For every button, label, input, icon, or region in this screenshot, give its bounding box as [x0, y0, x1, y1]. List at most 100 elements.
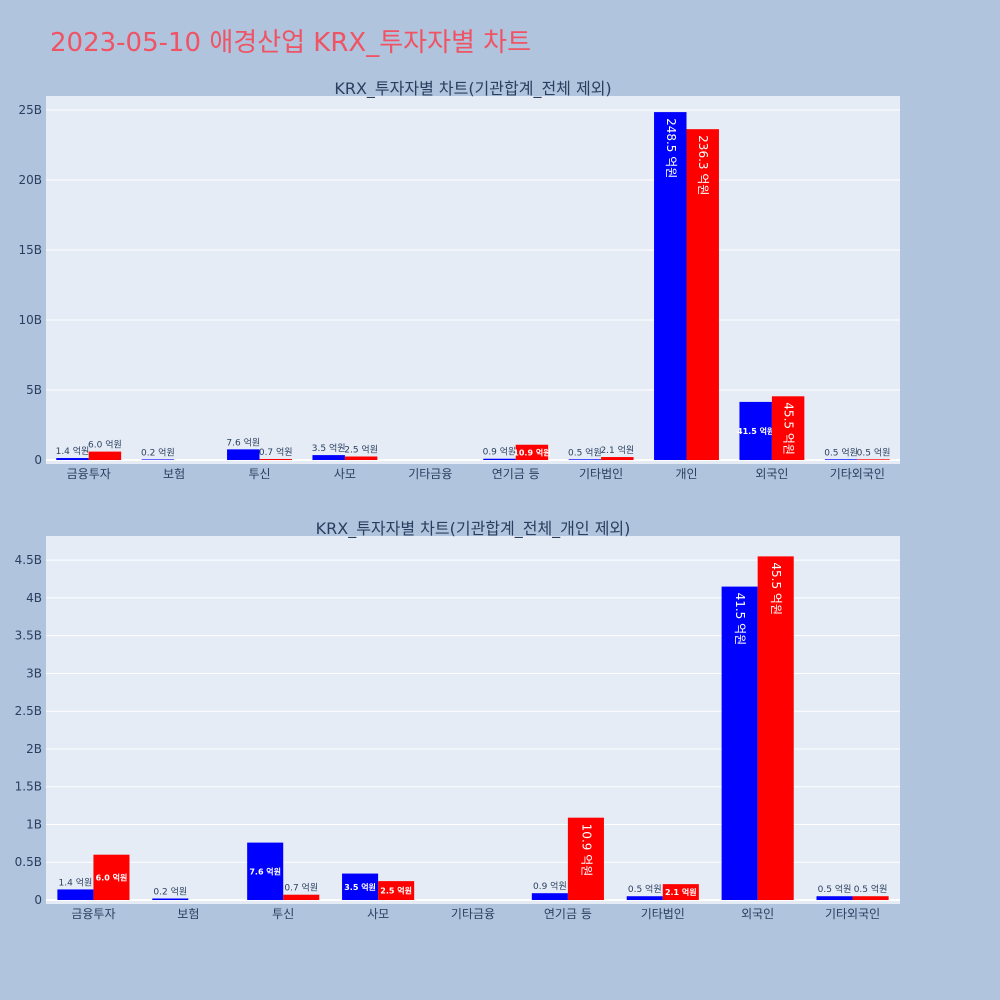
bar-sell — [227, 449, 260, 460]
data-label: 10.9 억원 — [513, 447, 550, 457]
chart-institution-individual-excluded: KRX_투자자별 차트(기관합계_전체_개인 제외) 0 0.5B 1B 1.5B 2B 2… — [15, 519, 900, 921]
y-tick-label: 25B — [18, 103, 42, 117]
y-tick-label: 15B — [18, 243, 42, 257]
data-label: 41.5 억원 — [733, 593, 747, 646]
x-tick-label: 보험 — [163, 467, 185, 481]
y-tick-label: 10B — [18, 313, 42, 327]
bar-sell — [247, 842, 284, 900]
bar-sell — [721, 586, 758, 900]
data-label: 0.5 억원 — [854, 883, 888, 895]
bar-sell — [626, 896, 663, 900]
y-tick-label: 4.5B — [15, 553, 42, 567]
x-tick-label: 개인 — [675, 467, 697, 481]
data-label: 0.5 억원 — [628, 883, 662, 895]
x-tick-label: 외국인 — [741, 907, 774, 921]
data-label: 0.5 억원 — [568, 446, 602, 458]
data-label: 6.0 억원 — [88, 439, 122, 451]
bar-sell — [312, 455, 345, 460]
bar-sell — [152, 898, 189, 900]
y-tick-label: 0 — [34, 453, 42, 467]
data-label: 0.7 억원 — [284, 882, 318, 894]
y-tick-label: 20B — [18, 173, 42, 187]
bar-sell — [568, 459, 602, 460]
data-label: 45.5 억원 — [769, 562, 783, 615]
bar-buy — [88, 451, 122, 460]
data-label: 3.5 억원 — [312, 442, 346, 454]
data-label: 45.5 억원 — [782, 402, 796, 455]
bar-buy — [686, 129, 719, 460]
x-tick-label: 기타금융 — [451, 907, 495, 921]
x-tick-label: 기타금융 — [408, 467, 452, 481]
bar-sell — [816, 896, 853, 900]
data-label: 0.2 억원 — [141, 446, 175, 458]
x-tick-label: 기타법인 — [641, 907, 685, 921]
x-tick-label: 금융투자 — [71, 907, 115, 921]
data-label: 1.4 억원 — [59, 876, 93, 888]
bar-buy — [662, 884, 699, 900]
y-tick-label: 0 — [34, 893, 42, 907]
bar-sell — [739, 401, 772, 460]
data-label: 0.5 억원 — [818, 883, 852, 895]
data-label: 7.6 억원 — [249, 866, 281, 876]
y-tick-label: 2B — [26, 742, 42, 756]
x-tick-label: 기타법인 — [579, 467, 623, 481]
y-tick-label: 2.5B — [15, 704, 42, 718]
data-label: 0.7 억원 — [259, 446, 293, 458]
data-label: 2.1 억원 — [665, 887, 697, 897]
bar-buy — [283, 894, 320, 900]
x-tick-label: 연기금 등 — [492, 467, 540, 481]
data-label: 6.0 억원 — [96, 872, 128, 882]
chart-title: KRX_투자자별 차트(기관합계_전체 제외) — [334, 79, 611, 99]
data-label: 7.6 억원 — [226, 436, 260, 448]
y-tick-label: 3.5B — [15, 629, 42, 643]
bar-buy — [259, 459, 292, 460]
bar-buy — [93, 854, 130, 900]
x-tick-label: 기타외국인 — [825, 907, 880, 921]
data-label: 10.9 억원 — [579, 824, 593, 877]
data-label: 3.5 억원 — [344, 882, 376, 892]
data-label: 0.5 억원 — [824, 446, 858, 458]
y-tick-label: 3B — [26, 666, 42, 680]
page-title: 2023-05-10 애경산업 KRX_투자자별 차트 — [50, 28, 532, 58]
x-tick-label: 기타외국인 — [830, 467, 885, 481]
y-tick-label: 1.5B — [15, 780, 42, 794]
data-label: 0.9 억원 — [483, 446, 517, 458]
bar-sell — [56, 458, 89, 460]
x-tick-label: 보험 — [177, 907, 199, 921]
bar-sell — [654, 112, 687, 460]
x-tick-label: 사모 — [334, 467, 356, 481]
chart-title: KRX_투자자별 차트(기관합계_전체_개인 제외) — [316, 519, 631, 539]
y-tick-label: 0.5B — [15, 855, 42, 869]
y-tick-label: 4B — [26, 591, 42, 605]
bar-buy — [378, 881, 415, 900]
y-tick-label: 1B — [26, 817, 42, 831]
bar-sell — [531, 893, 568, 900]
bar-buy — [857, 459, 890, 460]
bar-buy — [771, 396, 805, 460]
bar-buy — [601, 457, 634, 460]
chart-institution-excluded: KRX_투자자별 차트(기관합계_전체 제외) 0 5B 10B 15B 20B 25B 금융… — [18, 79, 900, 481]
y-tick-label: 5B — [26, 383, 42, 397]
bar-sell — [57, 889, 94, 900]
bar-buy — [515, 444, 549, 460]
bar-sell — [483, 458, 516, 460]
data-label: 0.9 억원 — [533, 880, 567, 892]
bar-buy — [757, 556, 794, 900]
data-label: 2.5 억원 — [380, 886, 412, 896]
data-label: 2.1 억원 — [600, 444, 634, 456]
data-label: 0.5 억원 — [857, 446, 891, 458]
x-tick-label: 투신 — [248, 467, 270, 481]
x-tick-label: 사모 — [367, 907, 389, 921]
x-tick-label: 금융투자 — [67, 467, 111, 481]
bar-sell — [141, 459, 175, 460]
data-label: 248.5 억원 — [664, 118, 678, 178]
bar-buy — [567, 817, 604, 900]
bar-sell — [342, 873, 379, 900]
x-tick-label: 외국인 — [755, 467, 788, 481]
bar-buy — [344, 456, 378, 460]
data-label: 41.5 억원 — [737, 426, 774, 436]
data-label: 2.5 억원 — [344, 444, 378, 456]
x-tick-label: 투신 — [272, 907, 294, 921]
data-label: 236.3 억원 — [696, 135, 710, 195]
bar-sell — [824, 459, 858, 460]
